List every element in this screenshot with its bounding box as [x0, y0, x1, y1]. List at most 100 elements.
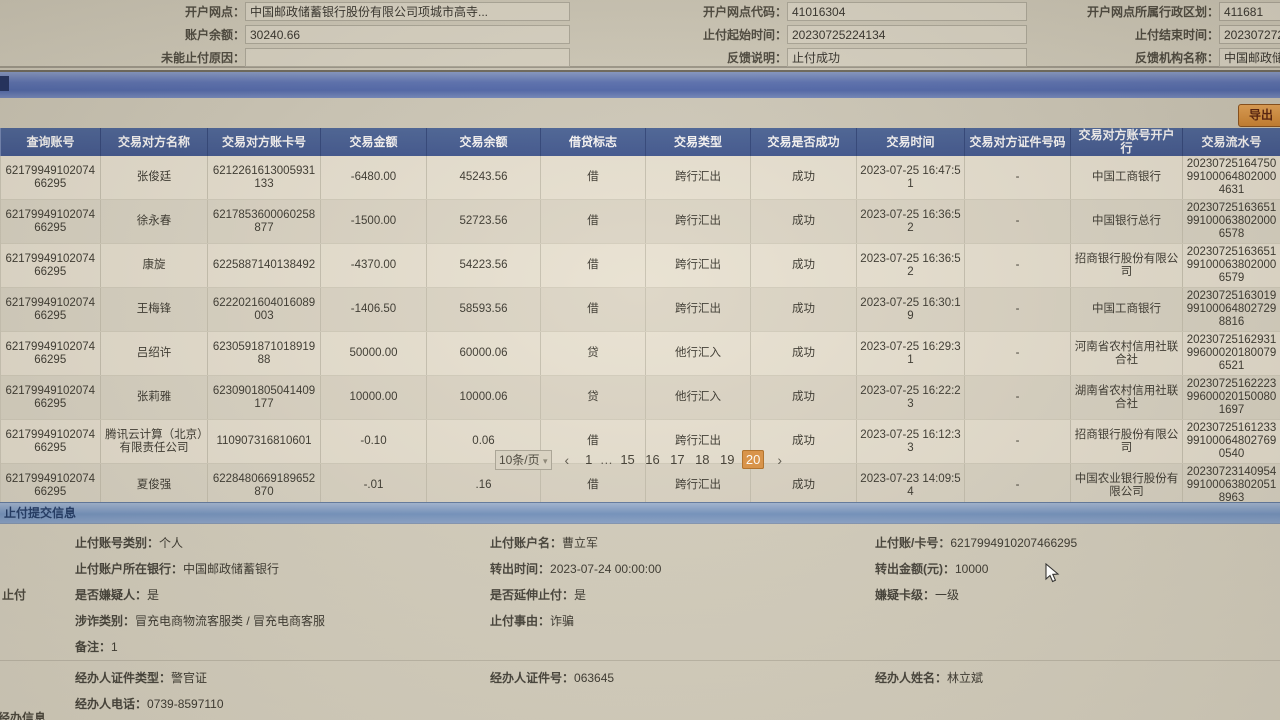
table-cell: 20230725163651991000638020006579	[1182, 243, 1280, 288]
table-cell: -	[964, 419, 1071, 464]
pagination: 10条/页 ▾ ‹ 1 … 15 16 17 18 19 20 ›	[0, 446, 1280, 474]
table-cell: 20230725162931996000201800796521	[1182, 331, 1280, 376]
table-cell: 他行汇入	[645, 375, 751, 420]
field-value: 冒充电商物流客服类 / 冒充电商客服	[135, 614, 326, 628]
form-group: 止付 止付账号类别：个人 止付账户名：曹立军 止付账/卡号：6217994910207…	[0, 524, 1280, 661]
column-header: 交易余额	[426, 128, 541, 156]
table-row[interactable]: 6217994910207466295 张俊廷 621226161300593113…	[0, 156, 1280, 200]
field-label: 止付账户名：	[490, 536, 563, 550]
table-cell: 中国工商银行	[1070, 287, 1183, 332]
table-cell: 2023-07-25 16:29:31	[856, 331, 965, 376]
column-header: 交易对方账卡号	[207, 128, 321, 156]
export-button[interactable]: 导出	[1238, 104, 1280, 127]
field-value: 个人	[159, 536, 184, 550]
field-label: 涉诈类别：	[75, 614, 136, 628]
field-label: 备注：	[75, 640, 112, 654]
table-cell: 湖南省农村信用社联合社	[1070, 375, 1183, 420]
table-cell: 58593.56	[426, 287, 541, 332]
table-cell: 45243.56	[426, 156, 541, 200]
section-divider-bar	[0, 70, 1280, 98]
collapse-tab[interactable]	[0, 76, 9, 91]
table-cell: -	[964, 156, 1071, 200]
field-value: 曹立军	[562, 536, 599, 550]
field-label: 止付事由：	[490, 614, 551, 628]
table-row[interactable]: 6217994910207466295 康旋 6225887140138492 -43…	[0, 243, 1280, 288]
field: 经办人证件号：063645	[490, 669, 614, 686]
table-cell: 招商银行股份有限公司	[1070, 419, 1183, 464]
table-row[interactable]: 6217994910207466295 徐永春 621785360006025887…	[0, 199, 1280, 244]
field-label: 开户网点所属行政区划：	[1086, 4, 1219, 19]
column-header: 借贷标志	[540, 128, 646, 156]
table-row[interactable]: 6217994910207466295 夏俊强 622848066918965287…	[0, 463, 1280, 508]
table-cell: 贷	[540, 375, 646, 420]
column-header: 交易流水号	[1182, 128, 1280, 156]
field-value: 41016304	[787, 1, 1027, 21]
form-row: 未能止付原因： 反馈说明：止付成功 反馈机构名称：中国邮政储蓄银行	[0, 46, 1280, 68]
page-number-17[interactable]: 17	[670, 452, 685, 467]
table-cell: 夏俊强	[100, 463, 208, 508]
form-row: 经办人电话：0739-8597110	[0, 691, 1280, 717]
table-cell: 6222021604016089003	[207, 287, 321, 332]
column-header: 交易时间	[856, 128, 965, 156]
field: 止付账户所在银行：中国邮政储蓄银行	[75, 560, 279, 577]
table-cell: 6217994910207466295	[0, 287, 101, 332]
group-side-label: 经办信息	[0, 711, 47, 720]
table-cell: -	[964, 331, 1071, 376]
field: 是否嫌疑人：是	[75, 586, 159, 603]
field: 止付账户名：曹立军	[490, 534, 598, 551]
table-cell: 10000.06	[426, 375, 541, 420]
field: 经办人姓名：林立斌	[875, 669, 983, 686]
form-row: 止付账户所在银行：中国邮政储蓄银行 转出时间：2023-07-24 00:00:0…	[0, 556, 1280, 582]
table-cell: 跨行汇出	[645, 419, 751, 464]
table-cell: 6217994910207466295	[0, 419, 101, 464]
table-cell: 他行汇入	[645, 331, 751, 376]
table-cell: -0.10	[320, 419, 427, 464]
column-header: 交易对方名称	[100, 128, 208, 156]
table-cell: 跨行汇出	[645, 156, 751, 200]
column-header: 交易对方证件号码	[964, 128, 1071, 156]
table-cell: 中国银行总行	[1070, 199, 1183, 244]
field-label: 反馈机构名称：	[1134, 50, 1219, 65]
table-cell: 徐永春	[100, 199, 208, 244]
table-row[interactable]: 6217994910207466295 张莉雅 623090180504140917…	[0, 375, 1280, 420]
page-size-select[interactable]: 10条/页 ▾	[494, 450, 552, 470]
column-header: 交易对方账号开户行	[1070, 128, 1183, 156]
table-cell: 借	[540, 419, 646, 464]
page-number-16[interactable]: 16	[645, 452, 660, 467]
table-cell: -1500.00	[320, 199, 427, 244]
table-cell: 跨行汇出	[645, 287, 751, 332]
table-cell: -	[964, 375, 1071, 420]
field-value: 1	[111, 640, 118, 654]
form-row: 备注：1	[0, 634, 1280, 660]
table-row[interactable]: 6217994910207466295 腾讯云计算（北京）有限责任公司 110907…	[0, 419, 1280, 464]
table-row[interactable]: 6217994910207466295 王梅锋 622202160401608900…	[0, 287, 1280, 332]
table-cell: 跨行汇出	[645, 199, 751, 244]
page-number-19[interactable]: 19	[720, 452, 735, 467]
page-number-18[interactable]: 18	[695, 452, 710, 467]
field-label: 反馈说明：	[726, 50, 787, 65]
table-cell: 成功	[750, 156, 857, 200]
table-cell: 60000.06	[426, 331, 541, 376]
stop-payment-section-header: 止付提交信息	[0, 502, 1280, 524]
next-page-button[interactable]: ›	[777, 452, 783, 468]
table-cell: 50000.00	[320, 331, 427, 376]
table-cell: 王梅锋	[100, 287, 208, 332]
table-cell: 20230725163019991000648027298816	[1182, 287, 1280, 332]
field: 转出金额(元)：10000	[875, 560, 988, 577]
prev-page-button[interactable]: ‹	[564, 452, 570, 468]
table-cell: 6217853600060258877	[207, 199, 321, 244]
form-row: 账户余额： 30240.66 止付起始时间： 20230725224134 止付结束时间…	[0, 23, 1280, 45]
form-row: 是否嫌疑人：是 是否延伸止付：是 嫌疑卡级：一级	[0, 582, 1280, 608]
stop-payment-panel: 止付 止付账号类别：个人 止付账户名：曹立军 止付账/卡号：6217994910207…	[0, 524, 1280, 720]
page-number-1[interactable]: 1	[585, 452, 593, 467]
table-cell: 康旋	[100, 243, 208, 288]
table-cell: 20230725162223996000201500801697	[1182, 375, 1280, 420]
page-number-20[interactable]: 20	[741, 450, 765, 469]
field-value: 中国邮政储蓄银行	[1219, 47, 1280, 67]
table-cell: 20230725163651991000638020006578	[1182, 199, 1280, 244]
table-cell: 招商银行股份有限公司	[1070, 243, 1183, 288]
table-row[interactable]: 6217994910207466295 吕绍许 623059187101891988…	[0, 331, 1280, 376]
page-number-15[interactable]: 15	[620, 452, 635, 467]
table-cell: 10000.00	[320, 375, 427, 420]
